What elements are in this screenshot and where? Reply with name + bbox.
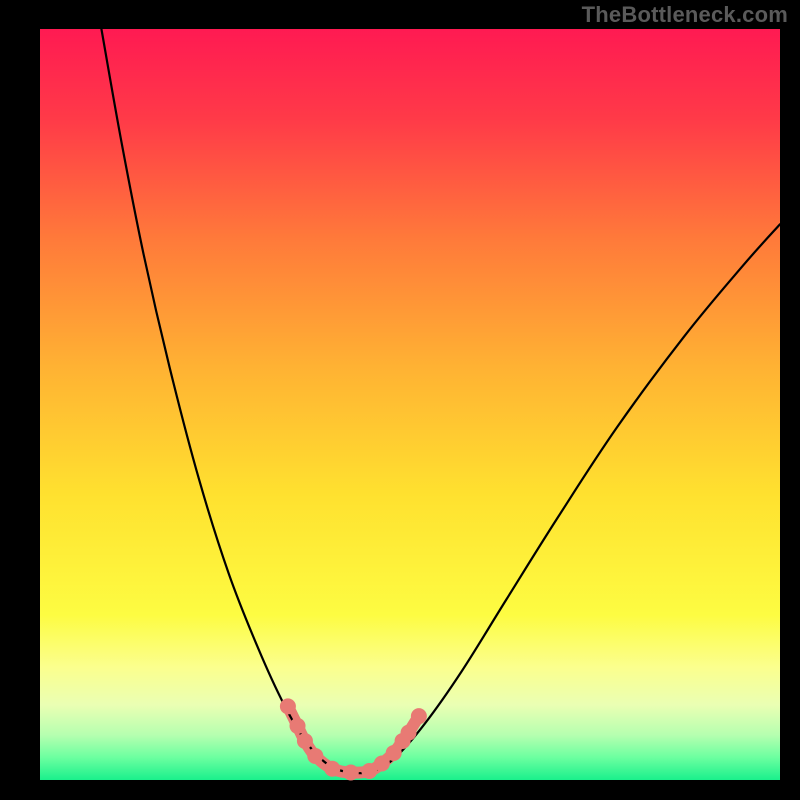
curve-marker <box>297 733 313 749</box>
curve-marker <box>307 748 323 764</box>
curve-marker <box>290 718 306 734</box>
curve-marker <box>280 698 296 714</box>
curve-marker <box>324 761 340 777</box>
frame: TheBottleneck.com <box>0 0 800 800</box>
watermark-text: TheBottleneck.com <box>582 2 788 28</box>
bottleneck-curve <box>101 29 780 773</box>
curve-layer <box>40 29 780 780</box>
curve-marker <box>401 725 417 741</box>
marker-group <box>280 698 427 780</box>
plot-area <box>40 29 780 780</box>
curve-marker <box>411 708 427 724</box>
curve-marker <box>343 764 359 780</box>
